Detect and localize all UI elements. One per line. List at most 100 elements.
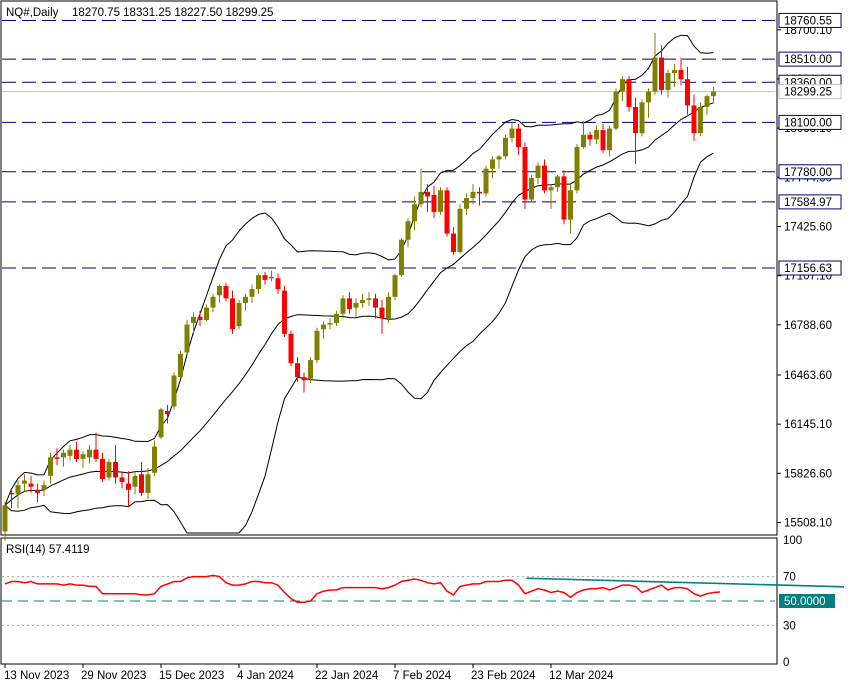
candle [191,312,196,336]
candle-body [685,79,690,106]
level-label-box [778,51,842,67]
level-label: 18760.55 [784,15,832,27]
candle [288,330,294,367]
candle [412,196,417,231]
rsi-tick-label: 70 [783,572,796,584]
candle-body [249,289,255,297]
candle [457,204,463,254]
time-tick-label: 22 Jan 2024 [315,670,379,682]
rsi-50-box [779,594,835,608]
candle [581,120,586,149]
rsi-header-label: RSI(14) 57.4119 [6,544,90,556]
candle-body [444,190,450,234]
candle-body [15,485,21,495]
candle-body [594,130,599,140]
candle-body [262,275,268,280]
candle-body [438,190,443,212]
candle-body [74,449,79,459]
candle-body [366,298,372,300]
candle-body [633,106,638,134]
candle [308,357,313,384]
candle-body [204,307,209,320]
candle-body [652,57,658,92]
level-label-box [778,260,842,276]
candle-body [126,483,131,490]
rsi-tick-label: 100 [783,535,802,547]
time-tick-label: 15 Dec 2023 [159,670,224,682]
candle-body [178,353,183,378]
candle [691,94,697,141]
candle-body [9,492,14,495]
candle [431,185,437,219]
candle [496,154,502,169]
candle-body [275,278,281,290]
candle-body [613,91,619,129]
current-price-box [778,84,842,100]
level-label-box [778,194,842,210]
rsi-trendline [526,577,845,588]
candle [54,448,60,466]
candle-body [87,449,92,458]
rsi-levels [2,576,775,626]
candle-body [659,57,664,90]
candle-body [67,449,73,456]
candle-body [646,91,651,103]
candle-body [555,176,560,188]
candle [178,350,183,379]
candle-body [353,303,359,308]
candle [555,174,560,192]
candle-body [113,461,118,478]
candle [600,123,606,154]
candle-body [139,474,144,493]
price-tick-label: 15508.10 [784,517,832,529]
candle [158,407,164,439]
time-axis: 13 Nov 2023 29 Nov 2023 15 Dec 2023 4 Jan 2… [4,664,614,682]
candle-body [314,330,320,361]
candle [464,193,469,216]
chart-header-symbol: NQ#,Daily [6,7,59,19]
candle [243,293,248,311]
candle [665,69,671,98]
candle-body [217,286,222,296]
candle-body [373,298,378,308]
candle [145,468,151,500]
candle [28,475,34,493]
candle-body [321,324,326,330]
candle-body [2,505,8,532]
price-tick-label: 17425.60 [784,222,832,234]
candle [256,273,261,294]
candle-body [405,221,411,240]
candle [139,461,144,496]
candle-body [54,457,60,459]
candle [698,102,703,137]
candle-body [347,298,352,310]
candle [587,131,593,146]
candle-body [678,69,684,80]
candle [334,310,339,327]
candle-body [451,233,456,253]
bb-middle-line [4,102,714,506]
candle [490,156,495,178]
candle [269,270,274,282]
candle-body [210,296,216,308]
candle [327,318,333,330]
candle-body [431,194,437,212]
candle [353,298,359,317]
candle-body [529,177,534,200]
candle [659,45,664,95]
candle [607,125,612,157]
candle [67,445,73,461]
candle-body [607,128,612,151]
candle-body [399,239,404,276]
candle [48,452,53,484]
candle [347,292,352,314]
candle-body [360,299,365,304]
candle [548,184,554,209]
rsi-lines [4,574,845,603]
bb-upper-line [4,34,714,506]
candle [425,184,430,212]
candle-body [457,208,463,253]
time-tick-label: 23 Feb 2024 [471,670,536,682]
candle [542,159,547,194]
